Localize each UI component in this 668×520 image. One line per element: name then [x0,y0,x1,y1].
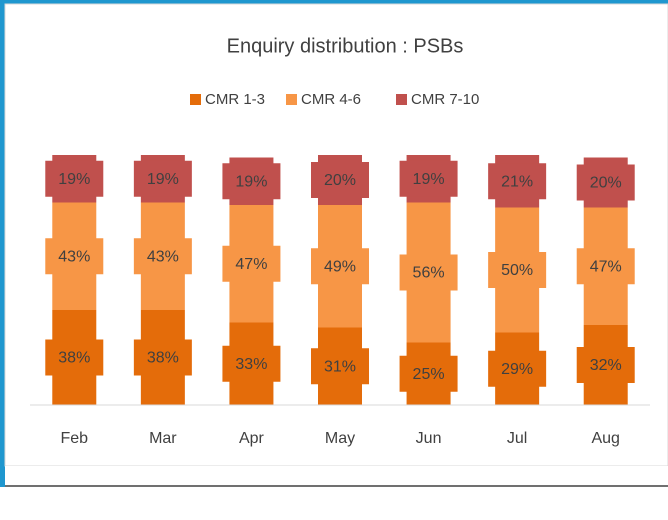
legend-swatch [396,94,407,105]
data-label: 56% [413,265,445,282]
data-label-box [576,248,635,285]
x-tick-label: Mar [149,430,177,447]
data-label-box [222,245,281,282]
data-label: 21% [501,173,533,190]
data-label: 20% [590,175,622,192]
data-label: 43% [147,248,179,265]
x-tick-label: Aug [591,430,619,447]
data-label: 50% [501,262,533,279]
data-label-box [45,238,104,275]
data-label-box [399,355,458,392]
data-label: 20% [324,172,356,189]
x-tick-label: Jul [507,430,527,447]
data-label-box [488,252,547,288]
data-label: 19% [147,171,179,188]
data-label: 19% [413,171,445,188]
data-label: 31% [324,358,356,375]
data-label: 47% [235,256,267,273]
legend-swatch [190,94,201,105]
data-label: 19% [235,173,267,190]
data-label: 47% [590,258,622,275]
data-label-box [45,339,104,376]
data-label: 25% [413,366,445,383]
data-label-box [311,248,369,285]
data-label-box [576,347,635,383]
data-label-box [45,160,104,197]
data-label-box [222,345,281,382]
x-tick-label: Apr [239,430,265,447]
top-border [0,0,668,4]
data-label: 43% [58,248,90,265]
legend-label: CMR 4-6 [301,91,361,108]
data-label-box [133,339,192,376]
legend-label: CMR 7-10 [411,91,479,108]
data-label: 29% [501,361,533,378]
left-border [0,0,5,515]
data-label-box [576,164,635,201]
data-label-box [488,163,547,200]
data-label-box [399,254,458,291]
chart-title: Enquiry distribution : PSBs [227,35,464,57]
data-label: 38% [58,350,90,367]
data-label: 32% [590,357,622,374]
x-tick-label: Jun [416,430,442,447]
below-panel [0,487,668,515]
data-label-box [311,162,369,198]
data-label-box [311,348,369,385]
data-label: 33% [235,356,267,373]
data-label-box [399,160,458,197]
data-label-box [133,238,192,275]
legend-swatch [286,94,297,105]
x-tick-label: May [325,430,355,447]
data-label: 38% [147,350,179,367]
data-label-box [222,163,281,200]
x-tick-label: Feb [60,430,88,447]
legend-label: CMR 1-3 [205,91,265,108]
footer-panel [5,466,668,486]
data-label-box [488,350,547,387]
data-label: 49% [324,258,356,275]
data-label-box [133,160,192,197]
data-label: 19% [58,171,90,188]
